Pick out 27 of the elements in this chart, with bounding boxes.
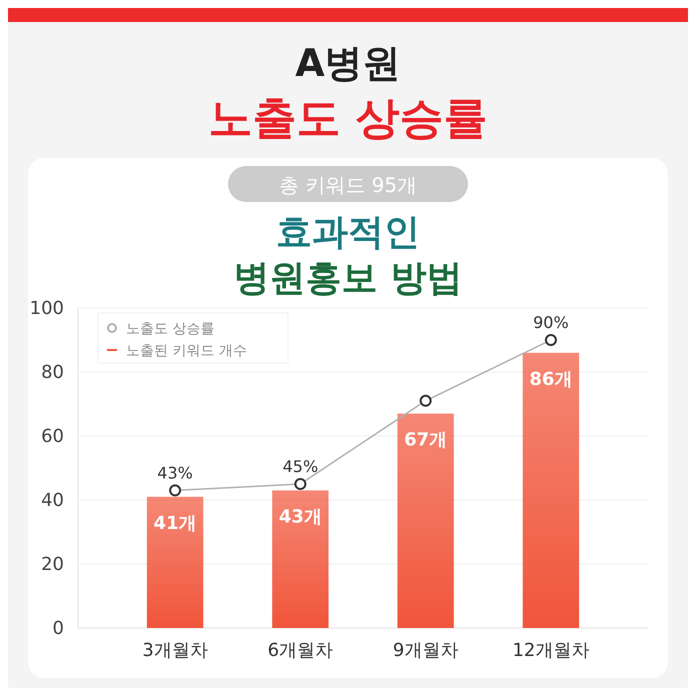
bar: [397, 414, 454, 628]
data-label: 41개: [154, 512, 197, 534]
chart-subtitle: 노출도 상승률: [208, 93, 488, 144]
data-label: 90%: [533, 313, 569, 332]
y-tick-label: 40: [41, 490, 64, 511]
y-tick-label: 100: [30, 298, 64, 319]
data-label: 67개: [404, 430, 448, 451]
text: 병원홍보 방법: [234, 258, 462, 299]
x-tick-label: 12개월차: [512, 640, 590, 661]
y-tick-label: 60: [41, 426, 64, 447]
x-tick-label: 9개월차: [392, 640, 458, 661]
y-tick-label: 80: [41, 362, 64, 383]
text: 효과적인: [276, 212, 420, 253]
x-tick-label: 3개월차: [142, 640, 208, 661]
chart-title: A병원: [295, 41, 401, 85]
bar: [522, 352, 580, 628]
bar: [146, 496, 204, 628]
x-tick-label: 6개월차: [268, 640, 334, 661]
legend-label: 노출된 키워드 개수: [126, 343, 247, 359]
y-tick-label: 0: [52, 618, 64, 639]
data-label: 45%: [282, 457, 318, 476]
data-label: 43%: [157, 463, 193, 482]
bar: [272, 490, 329, 628]
data-label: 43개: [278, 506, 322, 528]
legend-label: 노출도 상승률: [126, 321, 214, 337]
data-label: 86개: [529, 368, 572, 390]
y-tick-label: 20: [41, 554, 64, 575]
